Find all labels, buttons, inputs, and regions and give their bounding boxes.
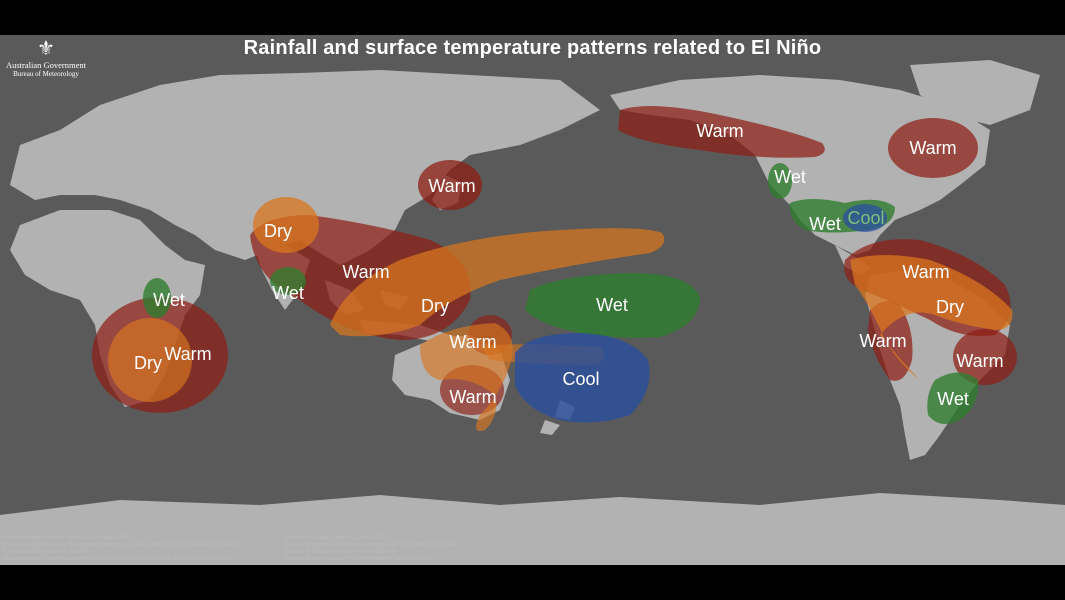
logo-bureau-text: Bureau of Meteorology (13, 70, 79, 78)
indo-warm-label: Warm (342, 262, 389, 282)
reference-right-line: Climate Analysis Center, NMC/NWS/NOAA, W… (285, 556, 434, 562)
brazil-warm-region (953, 329, 1017, 385)
antarctica-land (0, 493, 1065, 565)
aus-south-warm-label: Warm (449, 387, 496, 407)
east-na-warm-region (888, 118, 978, 178)
india-dry-label: Dry (264, 221, 292, 241)
india-wet-region (270, 267, 306, 295)
reference-left-line: Monthly Weather Review, Volume 115 (Augu… (2, 535, 131, 541)
reference-right: Journal of Climate, Volume 5 (June 1992)… (285, 535, 457, 563)
nsa-warm-label: Warm (902, 262, 949, 282)
peru-warm-label: Warm (859, 331, 906, 351)
map-title: Rainfall and surface temperature pattern… (243, 37, 822, 59)
south-america-dry-region (850, 255, 1013, 380)
africa-warm-label: Warm (164, 344, 211, 364)
logo-government-text: Australian Government (5, 60, 87, 70)
reference-left-line: Climate Analysis Center/National Meteoro… (2, 556, 230, 562)
bom-logo: ⚜ Australian Government Bureau of Meteor… (4, 38, 88, 79)
indo-dry-region (330, 228, 665, 337)
region-labels: Warm Warm Warm Wet Wet Cool Warm Dry War… (134, 121, 1004, 409)
greenland-land (910, 60, 1040, 125)
us-wet-label: Wet (774, 167, 806, 187)
anomaly-regions (92, 106, 1017, 431)
brazil-warm-label: Warm (956, 351, 1003, 371)
gulf-wet-label: Wet (809, 214, 841, 234)
world-map: Warm Warm Warm Wet Wet Cool Warm Dry War… (0, 35, 1065, 565)
nz-cool-region (515, 333, 650, 423)
coat-of-arms-icon: ⚜ (37, 38, 55, 60)
north-pacific-warm-label: Warm (696, 121, 743, 141)
gulf-cool-label: Cool (847, 208, 884, 228)
reference-right-line: Journal of Climate, Volume 5 (June 1992) (285, 535, 387, 541)
reference-left: Monthly Weather Review, Volume 115 (Augu… (2, 535, 240, 563)
eurasia-land (10, 70, 600, 265)
aus-north-warm-label: Warm (449, 332, 496, 352)
reference-left-line: Global and Regional Scale Precipitation … (2, 542, 240, 548)
north-pacific-warm-region (618, 106, 825, 158)
argentina-wet-region (927, 372, 979, 424)
map-canvas: Warm Warm Warm Wet Wet Cool Warm Dry War… (0, 60, 1065, 565)
india-dry-region (253, 197, 319, 253)
africa-dry-label: Dry (134, 353, 162, 373)
east-na-warm-label: Warm (909, 138, 956, 158)
reference-left-line: C. F. Ropelewski and M. S. Halpert (2, 549, 88, 555)
africa-dry-region (108, 318, 192, 402)
argentina-wet-label: Wet (937, 389, 969, 409)
africa-wet-region (143, 278, 171, 318)
japan-warm-region (418, 160, 482, 210)
gulf-cool-region (843, 204, 887, 232)
reference-right-line: Michael S. Halpert and Chester F. Ropele… (285, 549, 397, 555)
us-wet-region (768, 163, 792, 199)
indo-dry-label: Dry (421, 296, 449, 316)
pacific-wet-label: Wet (596, 295, 628, 315)
nz-cool-label: Cool (562, 369, 599, 389)
japan-warm-label: Warm (428, 176, 475, 196)
pacific-wet-region (525, 273, 700, 338)
reference-right-line: Surface temperature Patterns Associated … (285, 542, 457, 548)
africa-wet-label: Wet (153, 290, 185, 310)
india-wet-label: Wet (272, 283, 304, 303)
nsa-dry-label: Dry (936, 297, 964, 317)
